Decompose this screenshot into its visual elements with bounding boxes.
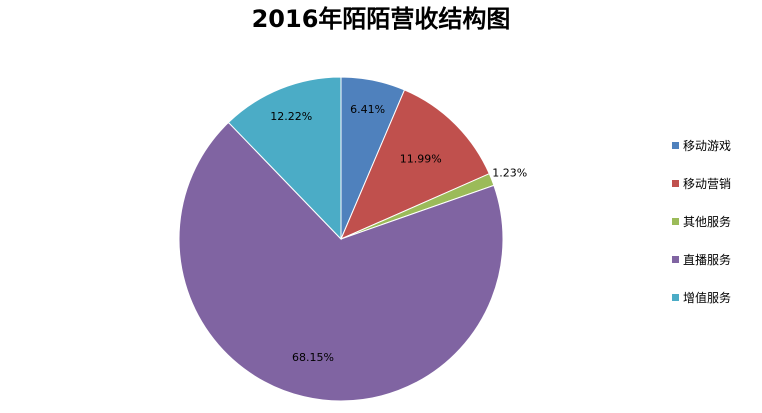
legend-swatch-mobile-marketing [672,179,679,187]
pie-slices [178,76,504,402]
data-label-other-services: 1.23% [492,166,527,179]
legend-item-mobile-marketing: 移动营销 [672,164,731,202]
legend-swatch-mobile-games [672,141,679,149]
legend-label-value-added-services: 增值服务 [683,290,732,305]
legend-label-live-streaming: 直播服务 [683,252,732,267]
chart-title: 2016年陌陌营收结构图 [251,5,511,33]
legend: 移动游戏移动营销其他服务直播服务增值服务 [672,126,731,316]
legend-item-mobile-games: 移动游戏 [672,126,731,164]
pie-labels: 6.41% 11.99% 1.23% 68.15% 12.22% [270,103,527,364]
legend-swatch-value-added-services [672,293,679,301]
legend-item-value-added-services: 增值服务 [672,278,731,316]
data-label-value-added-services: 12.22% [270,110,312,123]
pie-slice-live-streaming [178,121,504,402]
pie-slice-value-added-services [227,76,342,241]
data-label-mobile-marketing: 11.99% [400,152,442,165]
data-label-live-streaming: 68.15% [292,351,334,364]
legend-item-live-streaming: 直播服务 [672,240,731,278]
legend-item-other-services: 其他服务 [672,202,731,240]
legend-label-mobile-games: 移动游戏 [683,138,732,153]
legend-swatch-live-streaming [672,255,679,263]
legend-label-mobile-marketing: 移动营销 [683,176,732,191]
legend-label-other-services: 其他服务 [683,214,732,229]
data-label-mobile-games: 6.41% [350,103,385,116]
pie-slice-mobile-marketing [340,89,490,240]
legend-swatch-other-services [672,217,679,225]
